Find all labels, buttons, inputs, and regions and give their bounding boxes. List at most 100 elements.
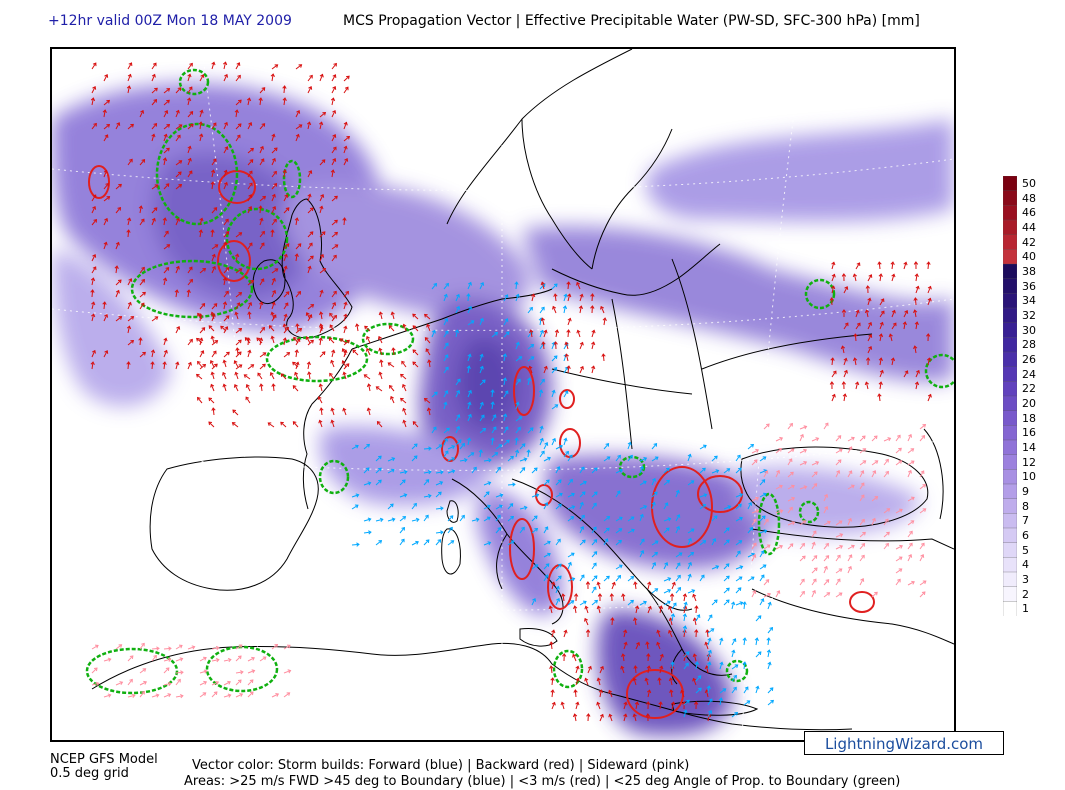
propagation-vector: [247, 349, 252, 358]
propagation-vector: [401, 360, 407, 368]
propagation-vector: [91, 301, 96, 310]
propagation-vector: [531, 467, 538, 474]
propagation-vector: [259, 158, 265, 166]
propagation-vector: [634, 701, 640, 710]
angle-area: [924, 353, 954, 389]
propagation-vector: [503, 413, 508, 422]
propagation-vector: [329, 324, 335, 332]
propagation-vector: [267, 422, 275, 428]
propagation-vector: [883, 458, 889, 466]
colorbar-cell: [1003, 498, 1017, 514]
propagation-vector: [387, 503, 394, 510]
propagation-vector: [247, 159, 254, 166]
propagation-vector: [235, 253, 240, 262]
propagation-vector: [443, 293, 448, 302]
propagation-vector: [539, 437, 544, 446]
propagation-vector: [343, 290, 349, 298]
propagation-vector: [864, 309, 870, 318]
propagation-vector: [139, 266, 145, 274]
propagation-vector: [235, 328, 243, 334]
colorbar-label: 48: [1022, 191, 1036, 205]
propagation-vector: [91, 62, 97, 70]
propagation-vector: [466, 365, 471, 374]
propagation-vector: [707, 637, 712, 646]
propagation-vector: [90, 277, 96, 286]
colorbar-label: 26: [1022, 353, 1036, 366]
propagation-vector: [651, 540, 659, 546]
propagation-vector: [883, 531, 890, 538]
propagation-vector: [103, 241, 108, 250]
propagation-vector: [503, 331, 510, 338]
propagation-vector: [680, 689, 685, 698]
propagation-vector: [539, 450, 545, 458]
propagation-vector: [399, 538, 405, 546]
propagation-vector: [331, 301, 337, 310]
propagation-vector: [656, 641, 661, 650]
propagation-vector: [763, 592, 771, 598]
propagation-vector: [259, 145, 264, 154]
propagation-vector: [138, 337, 143, 346]
propagation-vector: [855, 322, 861, 330]
propagation-vector: [162, 157, 168, 166]
propagation-vector: [811, 530, 817, 538]
propagation-vector: [175, 109, 180, 118]
propagation-vector: [551, 341, 556, 350]
propagation-vector: [919, 508, 927, 514]
propagation-vector: [223, 290, 229, 298]
propagation-vector: [259, 301, 264, 310]
propagation-vector: [331, 62, 337, 70]
propagation-vector: [342, 217, 347, 226]
propagation-vector: [603, 575, 610, 582]
propagation-vector: [341, 348, 347, 356]
propagation-vector: [307, 242, 313, 250]
propagation-vector: [163, 681, 172, 687]
lightningwizard-badge[interactable]: LightningWizard.com: [804, 731, 1004, 755]
coast-north-africa: [91, 642, 853, 731]
propagation-vector: [787, 422, 793, 430]
propagation-vector: [399, 516, 407, 522]
propagation-vector: [687, 561, 692, 570]
propagation-vector: [551, 701, 556, 710]
propagation-vector: [426, 407, 432, 416]
angle-area: [130, 259, 254, 319]
colorbar-label: 8: [1022, 499, 1029, 513]
propagation-vector: [246, 97, 252, 106]
propagation-vector: [235, 302, 241, 310]
propagation-vector: [835, 533, 844, 538]
propagation-vector: [423, 539, 430, 546]
propagation-vector: [127, 655, 134, 662]
propagation-vector: [435, 530, 444, 535]
propagation-vector: [283, 352, 291, 358]
propagation-vector: [495, 444, 503, 450]
propagation-vector: [596, 581, 601, 590]
propagation-vector: [151, 87, 158, 94]
propagation-vector: [139, 159, 146, 166]
propagation-vector: [867, 297, 872, 306]
propagation-vector: [247, 147, 254, 154]
propagation-vector: [687, 589, 696, 594]
propagation-vector: [639, 465, 644, 474]
propagation-vector: [634, 605, 640, 614]
propagation-vector: [479, 281, 485, 290]
propagation-vector: [259, 217, 264, 226]
propagation-vector: [199, 267, 207, 274]
propagation-vector: [235, 232, 243, 238]
vector-color-legend: Vector color: Storm builds: Forward (blu…: [192, 758, 690, 773]
propagation-vector: [683, 709, 688, 718]
propagation-vector: [847, 544, 855, 550]
propagation-vector: [735, 587, 742, 594]
propagation-vector: [199, 133, 204, 142]
propagation-vector: [503, 426, 509, 434]
propagation-vector: [317, 396, 323, 404]
map-panel: [50, 47, 956, 742]
propagation-vector: [467, 353, 472, 362]
propagation-vector: [555, 503, 562, 510]
propagation-vector: [235, 134, 241, 142]
propagation-vector: [787, 521, 796, 526]
propagation-vector: [639, 480, 647, 486]
propagation-vector: [271, 644, 279, 650]
propagation-vector: [467, 389, 472, 398]
propagation-vector: [735, 467, 742, 474]
propagation-vector: [479, 401, 484, 410]
propagation-vector: [579, 600, 587, 606]
